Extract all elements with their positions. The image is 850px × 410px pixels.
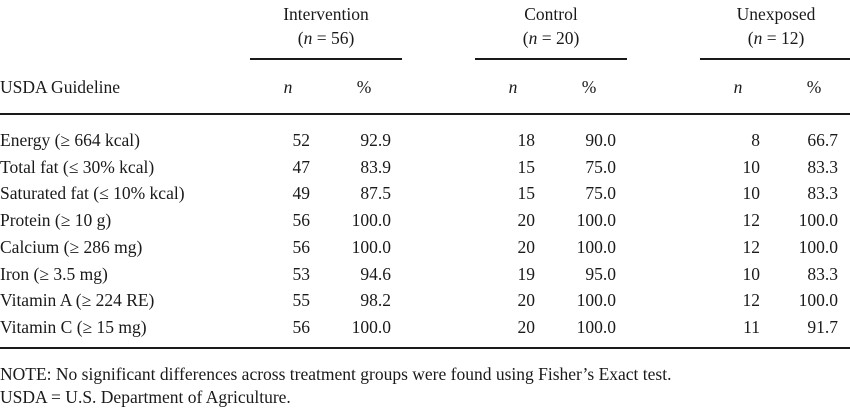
cell-unexposed-n: 12 <box>742 290 761 310</box>
cell-intervention-n: 55 <box>292 290 311 310</box>
cell-unexposed-n: 10 <box>742 183 761 203</box>
cell-intervention-n: 53 <box>292 264 311 284</box>
cell-control-pct: 75.0 <box>585 157 616 177</box>
table-bottom-rule <box>0 347 850 349</box>
cell-intervention-n: 47 <box>292 157 311 177</box>
cell-unexposed-n: 10 <box>742 264 761 284</box>
cell-unexposed-pct: 83.3 <box>807 157 838 177</box>
cell-control-pct: 100.0 <box>576 210 616 230</box>
col-header-n: n <box>508 77 518 97</box>
group-size-label: n <box>528 28 538 48</box>
col-header-pct: % <box>356 77 372 97</box>
cell-unexposed-n: 12 <box>742 237 761 257</box>
cell-control-n: 15 <box>517 183 536 203</box>
cell-intervention-pct: 87.5 <box>360 183 391 203</box>
cell-control-pct: 100.0 <box>576 290 616 310</box>
cell-control-n: 20 <box>517 290 536 310</box>
col-header-n: n <box>733 77 743 97</box>
group-size-value: 56 <box>330 28 349 48</box>
group-size-value: 20 <box>555 28 574 48</box>
cell-unexposed-n: 11 <box>743 317 760 337</box>
group-size-label: n <box>303 28 313 48</box>
group-rule-unexposed <box>700 58 850 60</box>
group-rule-control <box>475 58 627 60</box>
cell-control-n: 20 <box>517 210 536 230</box>
cell-unexposed-n: 8 <box>751 130 760 150</box>
cell-control-n: 20 <box>517 237 536 257</box>
cell-intervention-pct: 100.0 <box>351 210 391 230</box>
row-label: Saturated fat (≤ 10% kcal) <box>0 183 185 203</box>
cell-control-n: 20 <box>517 317 536 337</box>
cell-control-n: 15 <box>517 157 536 177</box>
cell-control-n: 19 <box>517 264 536 284</box>
cell-intervention-pct: 92.9 <box>360 130 391 150</box>
cell-intervention-pct: 98.2 <box>360 290 391 310</box>
cell-intervention-pct: 83.9 <box>360 157 391 177</box>
cell-intervention-pct: 94.6 <box>360 264 391 284</box>
header-rule <box>0 113 850 115</box>
cell-intervention-pct: 100.0 <box>351 317 391 337</box>
cell-control-pct: 90.0 <box>585 130 616 150</box>
row-label: Calcium (≥ 286 mg) <box>0 237 143 257</box>
group-size-label: n <box>753 28 763 48</box>
cell-control-pct: 75.0 <box>585 183 616 203</box>
row-label: Total fat (≤ 30% kcal) <box>0 157 155 177</box>
group-header-control: Control <box>524 4 578 24</box>
group-header-unexposed: Unexposed <box>736 4 816 24</box>
row-label: Vitamin A (≥ 224 RE) <box>0 290 155 310</box>
table-note: USDA = U.S. Department of Agriculture. <box>0 387 291 407</box>
cell-control-n: 18 <box>517 130 536 150</box>
cell-unexposed-pct: 100.0 <box>798 210 838 230</box>
cell-unexposed-pct: 83.3 <box>807 264 838 284</box>
cell-control-pct: 100.0 <box>576 317 616 337</box>
cell-intervention-n: 56 <box>292 237 311 257</box>
cell-control-pct: 95.0 <box>585 264 616 284</box>
group-size-unexposed: (n = 12) <box>747 28 805 48</box>
cell-intervention-pct: 100.0 <box>351 237 391 257</box>
group-header-intervention: Intervention <box>283 4 369 24</box>
row-label: Protein (≥ 10 g) <box>0 210 112 230</box>
table-note: NOTE: No significant differences across … <box>0 364 672 384</box>
cell-intervention-n: 49 <box>292 183 311 203</box>
cell-unexposed-pct: 66.7 <box>807 130 838 150</box>
col-header-pct: % <box>806 77 822 97</box>
group-size-value: 12 <box>780 28 799 48</box>
cell-unexposed-n: 10 <box>742 157 761 177</box>
group-rule-intervention <box>250 58 402 60</box>
cell-unexposed-pct: 100.0 <box>798 290 838 310</box>
row-label: Energy (≥ 664 kcal) <box>0 130 140 150</box>
cell-intervention-n: 56 <box>292 317 311 337</box>
cell-control-pct: 100.0 <box>576 237 616 257</box>
col-header-n: n <box>283 77 293 97</box>
cell-intervention-n: 52 <box>292 130 311 150</box>
row-label: Iron (≥ 3.5 mg) <box>0 264 108 284</box>
cell-unexposed-pct: 83.3 <box>807 183 838 203</box>
cell-unexposed-pct: 91.7 <box>807 317 838 337</box>
col-header-pct: % <box>581 77 597 97</box>
row-label: Vitamin C (≥ 15 mg) <box>0 317 147 337</box>
stub-header: USDA Guideline <box>0 77 121 97</box>
cell-intervention-n: 56 <box>292 210 311 230</box>
group-size-intervention: (n = 56) <box>297 28 355 48</box>
group-size-control: (n = 20) <box>522 28 580 48</box>
cell-unexposed-pct: 100.0 <box>798 237 838 257</box>
cell-unexposed-n: 12 <box>742 210 761 230</box>
